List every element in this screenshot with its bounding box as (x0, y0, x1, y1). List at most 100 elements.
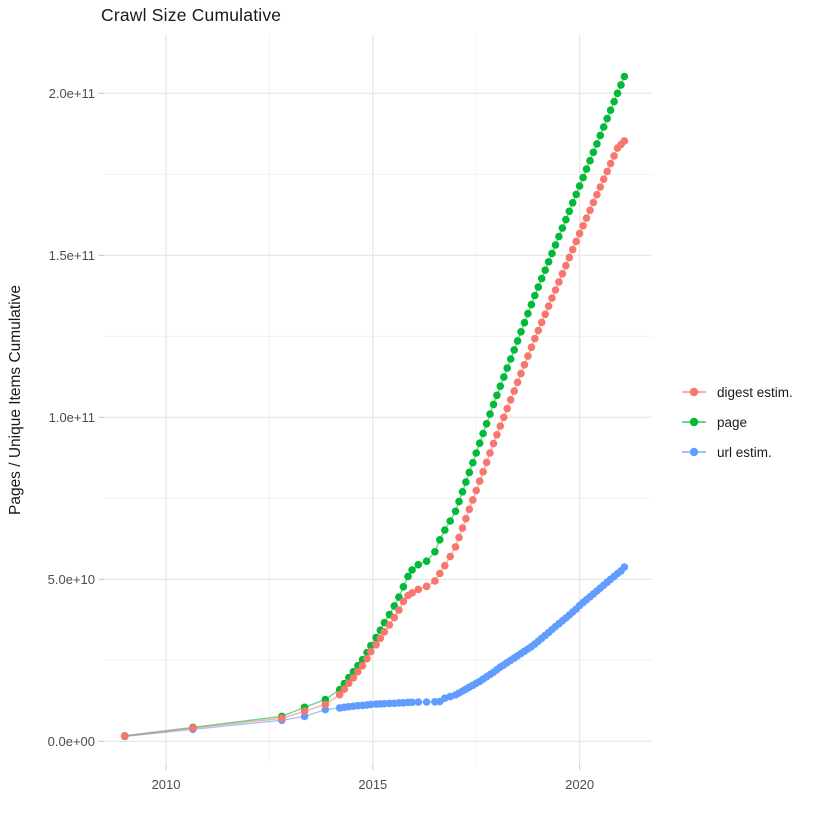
data-point (582, 214, 591, 222)
data-point (620, 563, 629, 571)
y-tick-label: 1.0e+11 (49, 410, 95, 425)
data-point (482, 420, 491, 428)
data-point (354, 667, 362, 676)
data-point (475, 477, 484, 485)
legend-key-icon (682, 447, 706, 457)
data-point (458, 488, 467, 496)
data-point (572, 237, 580, 246)
data-point (482, 458, 491, 467)
data-point (120, 732, 129, 740)
data-point (603, 114, 611, 123)
data-point (527, 300, 536, 309)
legend-label: page (717, 414, 748, 430)
data-point (558, 270, 567, 278)
data-point (385, 621, 394, 629)
data-point (496, 422, 505, 430)
data-point (620, 72, 629, 81)
data-point (422, 698, 431, 706)
data-point (620, 137, 629, 145)
data-point (465, 505, 474, 514)
data-point (489, 439, 498, 448)
data-point (451, 507, 460, 516)
data-point (510, 346, 518, 354)
data-point (586, 156, 594, 165)
data-point (408, 566, 416, 574)
data-point (572, 190, 580, 199)
data-point (414, 698, 423, 706)
data-point (441, 561, 449, 570)
data-point (506, 396, 515, 404)
data-point (479, 468, 487, 476)
data-point (524, 352, 532, 360)
data-point (300, 712, 309, 721)
data-point (575, 229, 584, 238)
data-series (120, 72, 629, 741)
data-point (441, 526, 449, 534)
data-point (558, 224, 567, 232)
data-point (469, 496, 477, 504)
data-point (493, 431, 501, 439)
data-point (363, 654, 371, 663)
data-point (555, 278, 563, 286)
data-point (603, 167, 611, 176)
x-tick-label: 2020 (565, 777, 594, 792)
data-point (458, 524, 467, 532)
data-point (300, 707, 309, 715)
legend-entry-page: page (681, 407, 793, 437)
data-point (537, 274, 546, 283)
data-point (503, 404, 512, 413)
data-point (451, 543, 460, 551)
data-point (493, 391, 501, 400)
data-point (455, 497, 463, 506)
legend-entry-digest-estim-: digest estim. (681, 377, 793, 407)
gridlines (104, 35, 652, 764)
data-point (544, 258, 553, 266)
data-point (367, 647, 375, 656)
data-point (520, 361, 529, 369)
data-point (565, 253, 574, 262)
data-point (541, 266, 549, 275)
data-point (479, 429, 487, 438)
data-point (527, 343, 536, 352)
data-point (524, 309, 532, 318)
data-point (408, 589, 416, 597)
data-point (462, 514, 470, 523)
data-point (551, 241, 560, 249)
y-tick-label: 5.0e+10 (48, 572, 95, 587)
data-point (575, 182, 584, 190)
data-point (503, 364, 512, 372)
data-point (606, 159, 615, 168)
data-point (431, 548, 439, 556)
data-point (537, 318, 546, 327)
y-axis-title: Pages / Unique Items Cumulative (7, 285, 24, 515)
data-point (568, 199, 577, 207)
data-point (551, 286, 560, 294)
data-point (506, 355, 515, 363)
data-point (562, 261, 570, 270)
data-point (345, 679, 353, 688)
data-point (380, 628, 389, 636)
data-point (358, 662, 367, 670)
y-tick-label: 1.5e+11 (49, 248, 95, 263)
data-point (565, 207, 574, 216)
data-point (589, 148, 598, 157)
data-point (513, 378, 522, 387)
data-point (278, 714, 286, 723)
data-point (395, 606, 403, 614)
data-point (414, 560, 423, 569)
data-point (517, 369, 525, 378)
data-point (562, 215, 570, 224)
data-point (390, 613, 399, 622)
legend-entry-url-estim-: url estim. (681, 437, 793, 467)
data-point (548, 249, 556, 258)
data-point (436, 536, 444, 544)
data-point (548, 294, 556, 302)
data-point (422, 557, 431, 565)
data-point (555, 232, 563, 241)
x-tick-label: 2010 (152, 777, 181, 792)
data-point (599, 123, 608, 131)
data-point (520, 318, 529, 327)
axis-tick-labels: 2010 2015 2020 0.0e+00 5.0e+10 1.0e+11 1.5e+11… (48, 86, 594, 792)
